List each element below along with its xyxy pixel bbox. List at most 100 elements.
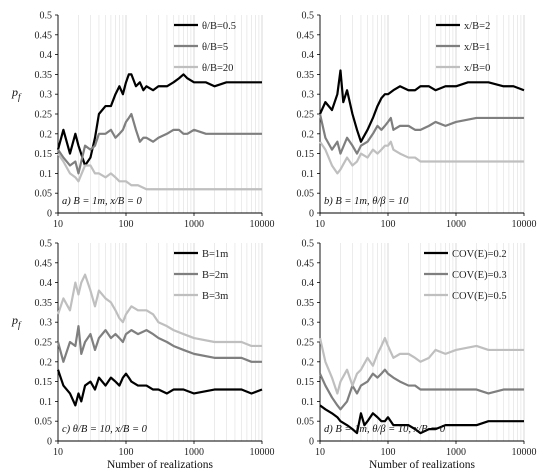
series-line-0 <box>56 73 262 167</box>
series-line-0 <box>56 369 263 407</box>
y-tick-label: 0.2 <box>40 129 53 140</box>
y-tick-label: 0.2 <box>302 357 315 368</box>
legend-label: B=3m <box>202 291 228 302</box>
y-axis-title-main: p <box>11 85 18 99</box>
legend-label: x/B=1 <box>464 42 490 53</box>
panel-a: 0 0.05 0.1 0.15 0.2 0.25 0.3 0.35 0.4 0.45 0.5 10 10… <box>11 11 275 231</box>
y-tick-label: 0.4 <box>302 278 315 289</box>
y-axis-title: pf <box>11 313 22 330</box>
legend-label: θ/B=20 <box>202 63 233 74</box>
y-tick-label: 0.05 <box>297 189 315 200</box>
series-line-1 <box>56 325 262 363</box>
y-tick-label: 0.1 <box>40 397 53 408</box>
y-tick-label: 0.45 <box>35 30 53 41</box>
y-tick-label: 0.35 <box>297 298 315 309</box>
legend-label: θ/B=0.5 <box>202 21 236 32</box>
y-tick-label: 0.05 <box>35 417 53 428</box>
y-tick-label: 0.15 <box>297 377 315 388</box>
series-line-2 <box>56 273 262 348</box>
legend-label: B=1m <box>202 249 228 260</box>
x-tick-label: 10 <box>315 447 325 458</box>
y-tick-label: 0.4 <box>302 50 315 61</box>
y-tick-label: 0.45 <box>35 258 53 269</box>
y-tick-label: 0.4 <box>40 50 53 61</box>
x-tick-label: 10 <box>53 447 63 458</box>
y-tick-label: 0.15 <box>35 377 53 388</box>
y-axis-title-main: p <box>11 313 18 327</box>
y-tick-label: 0 <box>47 437 52 448</box>
x-tick-label: 100 <box>119 219 134 230</box>
y-tick-label: 0.5 <box>302 11 315 22</box>
x-tick-label: 1000 <box>446 219 466 230</box>
y-tick-label: 0.35 <box>297 70 315 81</box>
y-tick-label: 0.2 <box>40 357 53 368</box>
y-tick-label: 0.35 <box>35 70 53 81</box>
y-axis-title: pf <box>11 85 22 102</box>
y-axis-title-subscript: f <box>18 320 22 330</box>
y-tick-label: 0.15 <box>35 149 53 160</box>
y-tick-label: 0.1 <box>302 397 315 408</box>
y-tick-label: 0.45 <box>297 258 315 269</box>
x-tick-label: 10 <box>315 219 325 230</box>
x-tick-label: 100 <box>381 447 396 458</box>
y-tick-label: 0.15 <box>297 149 315 160</box>
legend-label: x/B=0 <box>464 63 490 74</box>
series-line-2 <box>318 336 524 395</box>
legend-label: B=2m <box>202 270 228 281</box>
x-tick-label: 1000 <box>184 219 204 230</box>
y-tick-label: 0 <box>309 437 314 448</box>
y-tick-label: 0.3 <box>40 90 53 101</box>
y-tick-label: 0.1 <box>40 169 53 180</box>
y-tick-label: 0.3 <box>40 318 53 329</box>
legend-label: x/B=2 <box>464 21 490 32</box>
legend-label: COV(E)=0.3 <box>452 270 507 281</box>
y-tick-label: 0.25 <box>297 338 315 349</box>
y-tick-label: 0.35 <box>35 298 53 309</box>
series-line-2 <box>319 140 524 175</box>
y-tick-label: 0.5 <box>302 239 315 250</box>
panel-annotation: b) B = 1m, θ/β = 10 <box>324 196 409 207</box>
x-tick-label: 100 <box>381 219 396 230</box>
series-line-1 <box>57 112 262 175</box>
panel-annotation: c) θ/B = 10, x/B = 0 <box>62 424 148 435</box>
y-tick-label: 0.3 <box>302 318 315 329</box>
legend-label: COV(E)=0.2 <box>452 249 507 260</box>
y-tick-label: 0.05 <box>35 189 53 200</box>
x-axis-title: Number of realizations <box>369 459 476 471</box>
series-line-1 <box>318 113 524 155</box>
x-tick-label: 10000 <box>512 219 537 230</box>
y-tick-label: 0.3 <box>302 90 315 101</box>
panel-d: 0 0.05 0.1 0.15 0.2 0.25 0.3 0.35 0.4 0.45 0.5 10 10… <box>297 239 537 472</box>
panel-c: 0 0.05 0.1 0.15 0.2 0.25 0.3 0.35 0.4 0.45 0.5 10 10… <box>11 239 275 472</box>
x-tick-label: 10 <box>53 219 63 230</box>
x-tick-label: 1000 <box>446 447 466 458</box>
legend-label: θ/B=5 <box>202 42 228 53</box>
y-axis-title-subscript: f <box>18 92 22 102</box>
x-axis-title: Number of realizations <box>107 459 214 471</box>
y-tick-label: 0.5 <box>40 239 53 250</box>
y-tick-label: 0.25 <box>35 110 53 121</box>
y-tick-label: 0.25 <box>297 110 315 121</box>
series-line-0 <box>318 69 525 143</box>
x-tick-label: 1000 <box>184 447 204 458</box>
y-tick-label: 0.4 <box>40 278 53 289</box>
y-tick-label: 0.5 <box>40 11 53 22</box>
series-line-2 <box>57 152 262 191</box>
panel-annotation: a) B = 1m, x/B = 0 <box>62 196 143 207</box>
x-tick-label: 10000 <box>250 447 275 458</box>
panel-b: 0 0.05 0.1 0.15 0.2 0.25 0.3 0.35 0.4 0.45 0.5 10 10… <box>297 11 537 231</box>
y-tick-label: 0 <box>47 209 52 220</box>
y-tick-label: 0.2 <box>302 129 315 140</box>
series-line-1 <box>318 368 524 411</box>
panel-annotation: d) B = 1m, θ/β = 10, x/B = 0 <box>324 424 446 435</box>
x-tick-label: 10000 <box>250 219 275 230</box>
y-tick-label: 0 <box>309 209 314 220</box>
legend-label: COV(E)=0.5 <box>452 291 507 302</box>
series-line-0 <box>319 404 524 435</box>
x-tick-label: 100 <box>119 447 134 458</box>
y-tick-label: 0.1 <box>302 169 315 180</box>
y-tick-label: 0.25 <box>35 338 53 349</box>
x-tick-label: 10000 <box>512 447 537 458</box>
y-tick-label: 0.05 <box>297 417 315 428</box>
